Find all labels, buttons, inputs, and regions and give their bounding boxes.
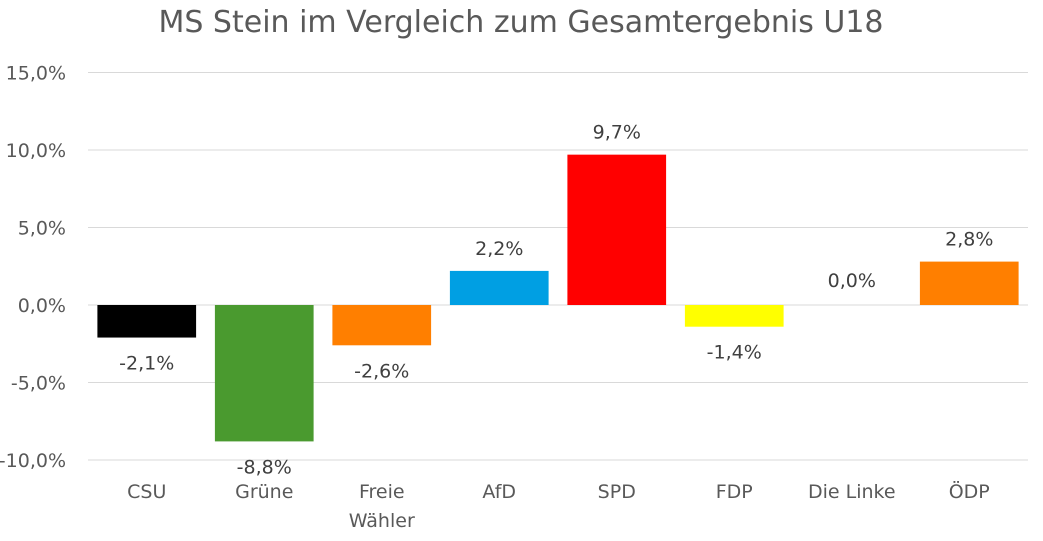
x-tick-label: FDP <box>716 481 753 503</box>
y-tick-label: 5,0% <box>18 218 66 240</box>
data-label: -8,8% <box>237 456 292 478</box>
bar <box>449 270 549 305</box>
y-axis-ticks: 15,0% 10,0% 5,0% 0,0% -5,0% -10,0% <box>0 63 66 473</box>
bar <box>919 261 1019 305</box>
data-label: -2,6% <box>354 360 409 382</box>
bar <box>97 305 197 338</box>
bar <box>684 305 784 327</box>
data-label: -2,1% <box>119 353 174 375</box>
data-label: 9,7% <box>593 122 641 144</box>
data-label: 2,8% <box>945 229 993 251</box>
category-labels: CSU Grüne Freie Wähler AfD SPD FDP Die Linke ÖDP <box>127 480 990 532</box>
x-tick-label: SPD <box>598 481 636 503</box>
x-tick-label: Die Linke <box>808 481 896 503</box>
chart-title: MS Stein im Vergleich zum Gesamtergebnis… <box>158 5 883 40</box>
x-tick-label: Wähler <box>349 510 415 532</box>
x-tick-label: Grüne <box>235 481 293 503</box>
data-label: -1,4% <box>707 342 762 364</box>
bars <box>97 154 1019 442</box>
x-tick-label: CSU <box>127 481 166 503</box>
data-label: 2,2% <box>475 238 523 260</box>
data-labels: -2,1% -8,8% -2,6% 2,2% 9,7% -1,4% 0,0% 2,8% <box>119 122 993 479</box>
y-tick-label: -10,0% <box>0 450 66 472</box>
bar <box>332 305 432 346</box>
bar <box>214 305 314 442</box>
y-tick-label: 15,0% <box>6 63 66 85</box>
x-tick-label: ÖDP <box>949 480 990 503</box>
y-tick-label: 10,0% <box>6 140 66 162</box>
bar <box>567 154 667 305</box>
y-tick-label: 0,0% <box>18 295 66 317</box>
x-tick-label: AfD <box>482 481 516 503</box>
y-tick-label: -5,0% <box>11 373 66 395</box>
data-label: 0,0% <box>828 270 876 292</box>
x-tick-label: Freie <box>359 481 405 503</box>
